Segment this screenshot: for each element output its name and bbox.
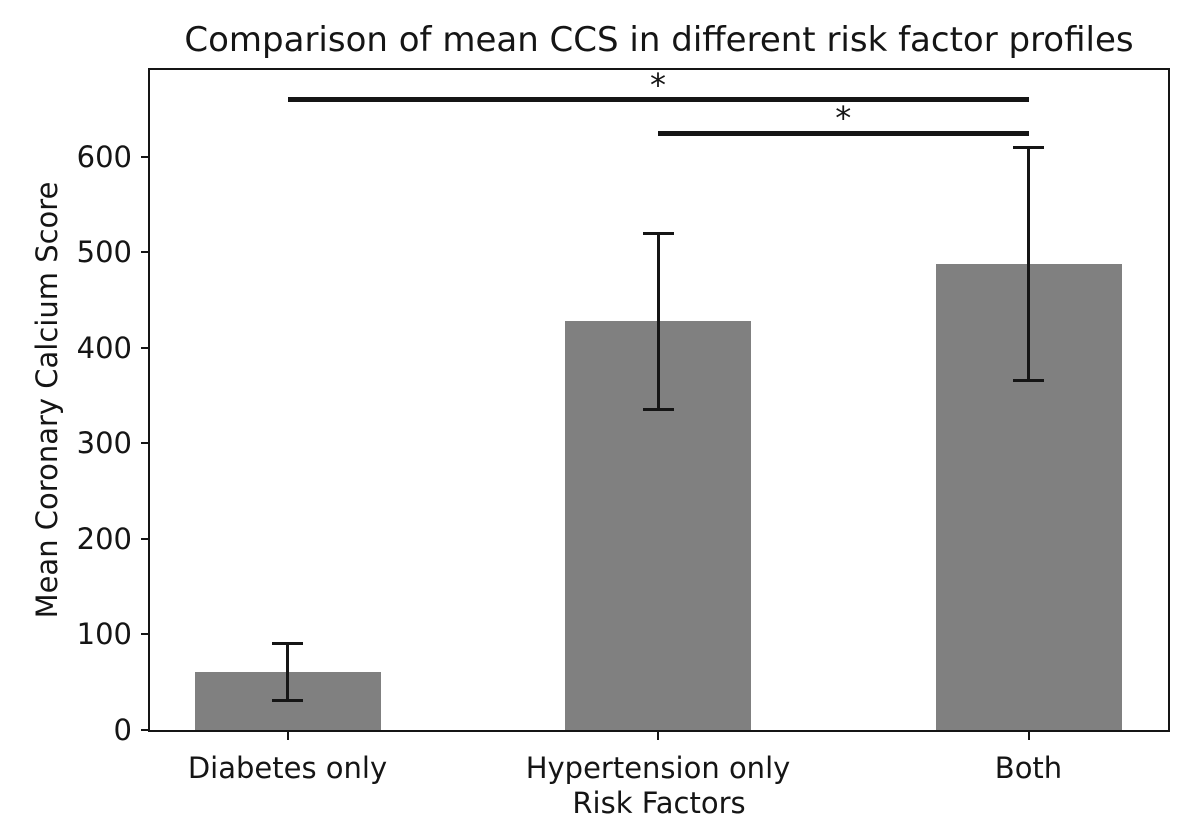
y-tick — [141, 346, 150, 349]
x-tick — [1027, 730, 1030, 740]
significance-line — [287, 97, 1029, 103]
error-bar-cap-bottom — [272, 698, 303, 702]
error-bar-cap-top — [642, 231, 674, 235]
x-tick — [286, 730, 289, 740]
y-tick-label: 300 — [76, 426, 132, 461]
x-axis-title: Risk Factors — [572, 786, 746, 820]
y-tick-label: 600 — [76, 139, 132, 174]
y-tick — [141, 251, 150, 254]
y-tick — [141, 155, 150, 158]
plot-area: 0 100 200 300 400 500 600 Diabetes only Hyperten… — [77, 65, 1170, 785]
y-tick — [141, 633, 150, 636]
y-tick-label: 200 — [76, 521, 132, 556]
error-bar-cap-bottom — [1013, 378, 1044, 382]
x-tick-label: Hypertension only — [525, 751, 791, 785]
chart-title: Comparison of mean CCS in different risk… — [184, 20, 1134, 60]
x-tick-label: Both — [994, 751, 1063, 785]
y-tick-label: 0 — [113, 713, 132, 747]
significance-asterisk: * — [835, 99, 852, 138]
y-tick — [141, 729, 150, 731]
error-bar-cap-top — [1013, 145, 1044, 149]
error-bar-cap-top — [272, 641, 303, 645]
significance-asterisk: * — [650, 65, 666, 104]
y-tick — [141, 442, 150, 445]
y-tick-label: 500 — [76, 235, 132, 270]
x-tick — [657, 730, 659, 740]
y-tick-label: 100 — [76, 617, 132, 652]
error-bar-stem — [656, 233, 660, 410]
error-bar-stem — [286, 643, 289, 701]
y-tick-label: 400 — [76, 330, 132, 365]
significance-line — [658, 130, 1029, 136]
y-tick — [141, 537, 150, 540]
error-bar-stem — [1027, 147, 1030, 381]
x-tick-label: Diabetes only — [187, 751, 388, 785]
error-bar-cap-bottom — [642, 407, 674, 411]
